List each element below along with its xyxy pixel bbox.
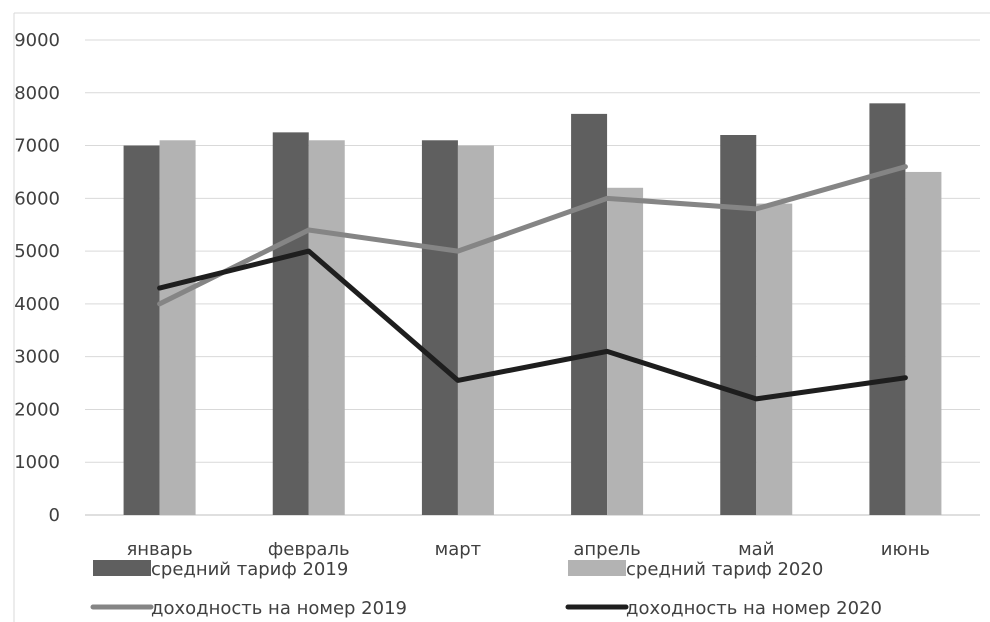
legend: средний тариф 2019 средний тариф 2020 дохо… bbox=[90, 559, 882, 619]
legend-item: доходность на номер 2019 bbox=[90, 598, 407, 619]
legend-item: средний тариф 2019 bbox=[93, 559, 348, 580]
y-tick-label: 4000 bbox=[14, 294, 60, 315]
bar bbox=[571, 113, 608, 515]
y-tick-label: 1000 bbox=[14, 452, 60, 473]
x-tick-label: июнь bbox=[881, 539, 930, 560]
bar bbox=[159, 140, 196, 515]
bar bbox=[272, 132, 309, 515]
y-tick-label: 0 bbox=[49, 505, 60, 526]
x-tick-label: март bbox=[435, 539, 482, 560]
y-tick-label: 2000 bbox=[14, 399, 60, 420]
line-series bbox=[157, 164, 908, 402]
bar bbox=[905, 171, 942, 515]
bar bbox=[457, 145, 494, 516]
x-tick-label: январь bbox=[126, 539, 192, 560]
bar bbox=[720, 135, 757, 515]
gridlines bbox=[85, 39, 980, 516]
x-tick-label: май bbox=[738, 539, 774, 560]
legend-swatch bbox=[93, 560, 151, 576]
bar bbox=[869, 103, 906, 515]
y-tick-label: 6000 bbox=[14, 188, 60, 209]
bar-series bbox=[123, 103, 942, 516]
legend-swatch bbox=[568, 560, 626, 576]
legend-label: средний тариф 2020 bbox=[626, 559, 823, 580]
legend-label: доходность на номер 2020 bbox=[626, 598, 882, 619]
y-tick-label: 9000 bbox=[14, 30, 60, 51]
bar bbox=[421, 140, 458, 515]
x-axis: январь февраль март апрель май июнь bbox=[126, 539, 930, 560]
series-line bbox=[157, 164, 908, 307]
legend-label: доходность на номер 2019 bbox=[151, 598, 407, 619]
y-tick-label: 5000 bbox=[14, 241, 60, 262]
bar bbox=[123, 145, 160, 516]
y-tick-label: 8000 bbox=[14, 83, 60, 104]
legend-label: средний тариф 2019 bbox=[151, 559, 348, 580]
y-axis: 0 1000 2000 3000 4000 5000 6000 7000 8000 9000 bbox=[14, 30, 60, 526]
y-tick-label: 7000 bbox=[14, 136, 60, 157]
legend-item: доходность на номер 2020 bbox=[565, 598, 882, 619]
bar bbox=[308, 140, 345, 515]
series-line bbox=[157, 248, 908, 402]
x-tick-label: апрель bbox=[573, 539, 640, 560]
bar bbox=[756, 203, 793, 515]
y-tick-label: 3000 bbox=[14, 347, 60, 368]
x-tick-label: февраль bbox=[268, 539, 350, 560]
legend-item: средний тариф 2020 bbox=[568, 559, 823, 580]
